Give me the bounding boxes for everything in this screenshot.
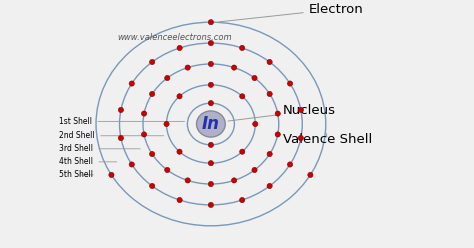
Circle shape bbox=[231, 178, 237, 183]
Text: In: In bbox=[202, 115, 220, 133]
Circle shape bbox=[275, 111, 280, 116]
Text: Valence Shell: Valence Shell bbox=[283, 133, 372, 146]
Circle shape bbox=[150, 60, 155, 65]
Circle shape bbox=[164, 167, 170, 173]
Circle shape bbox=[208, 160, 213, 166]
Circle shape bbox=[208, 142, 213, 148]
Text: 2nd Shell: 2nd Shell bbox=[59, 131, 164, 140]
Circle shape bbox=[240, 94, 245, 99]
Circle shape bbox=[208, 100, 213, 106]
Circle shape bbox=[208, 82, 213, 88]
Circle shape bbox=[141, 111, 146, 116]
Circle shape bbox=[164, 75, 170, 81]
Text: 5th Shell: 5th Shell bbox=[59, 170, 93, 179]
Circle shape bbox=[129, 162, 134, 167]
Circle shape bbox=[164, 121, 169, 127]
Circle shape bbox=[231, 65, 237, 70]
Circle shape bbox=[287, 81, 292, 86]
Circle shape bbox=[252, 167, 257, 173]
Circle shape bbox=[129, 81, 134, 86]
Ellipse shape bbox=[197, 111, 225, 137]
Text: 3rd Shell: 3rd Shell bbox=[59, 144, 140, 153]
Circle shape bbox=[208, 20, 213, 25]
Circle shape bbox=[118, 107, 124, 113]
Circle shape bbox=[267, 91, 272, 96]
Text: 4th Shell: 4th Shell bbox=[59, 157, 117, 166]
Circle shape bbox=[141, 132, 146, 137]
Text: www.valenceelectrons.com: www.valenceelectrons.com bbox=[117, 33, 231, 42]
Circle shape bbox=[287, 162, 292, 167]
Circle shape bbox=[150, 183, 155, 188]
Circle shape bbox=[240, 149, 245, 154]
Circle shape bbox=[185, 178, 190, 183]
Text: Electron: Electron bbox=[219, 3, 364, 22]
Circle shape bbox=[239, 45, 245, 51]
Circle shape bbox=[118, 135, 124, 141]
Circle shape bbox=[267, 152, 272, 157]
Circle shape bbox=[177, 45, 182, 51]
Circle shape bbox=[267, 60, 272, 65]
Circle shape bbox=[298, 135, 303, 141]
Circle shape bbox=[252, 75, 257, 81]
Circle shape bbox=[149, 152, 155, 157]
Circle shape bbox=[185, 65, 190, 70]
Circle shape bbox=[308, 172, 313, 178]
Circle shape bbox=[267, 183, 272, 188]
Circle shape bbox=[149, 91, 155, 96]
Circle shape bbox=[208, 182, 213, 187]
Circle shape bbox=[177, 149, 182, 154]
Circle shape bbox=[208, 202, 213, 208]
Circle shape bbox=[177, 197, 182, 203]
Circle shape bbox=[208, 61, 213, 66]
Circle shape bbox=[275, 132, 280, 137]
Text: 1st Shell: 1st Shell bbox=[59, 117, 184, 126]
Circle shape bbox=[298, 107, 303, 113]
Circle shape bbox=[177, 94, 182, 99]
Circle shape bbox=[208, 40, 213, 46]
Circle shape bbox=[239, 197, 245, 203]
Circle shape bbox=[109, 172, 114, 178]
Text: Nucleus: Nucleus bbox=[228, 104, 336, 121]
Circle shape bbox=[253, 121, 258, 127]
